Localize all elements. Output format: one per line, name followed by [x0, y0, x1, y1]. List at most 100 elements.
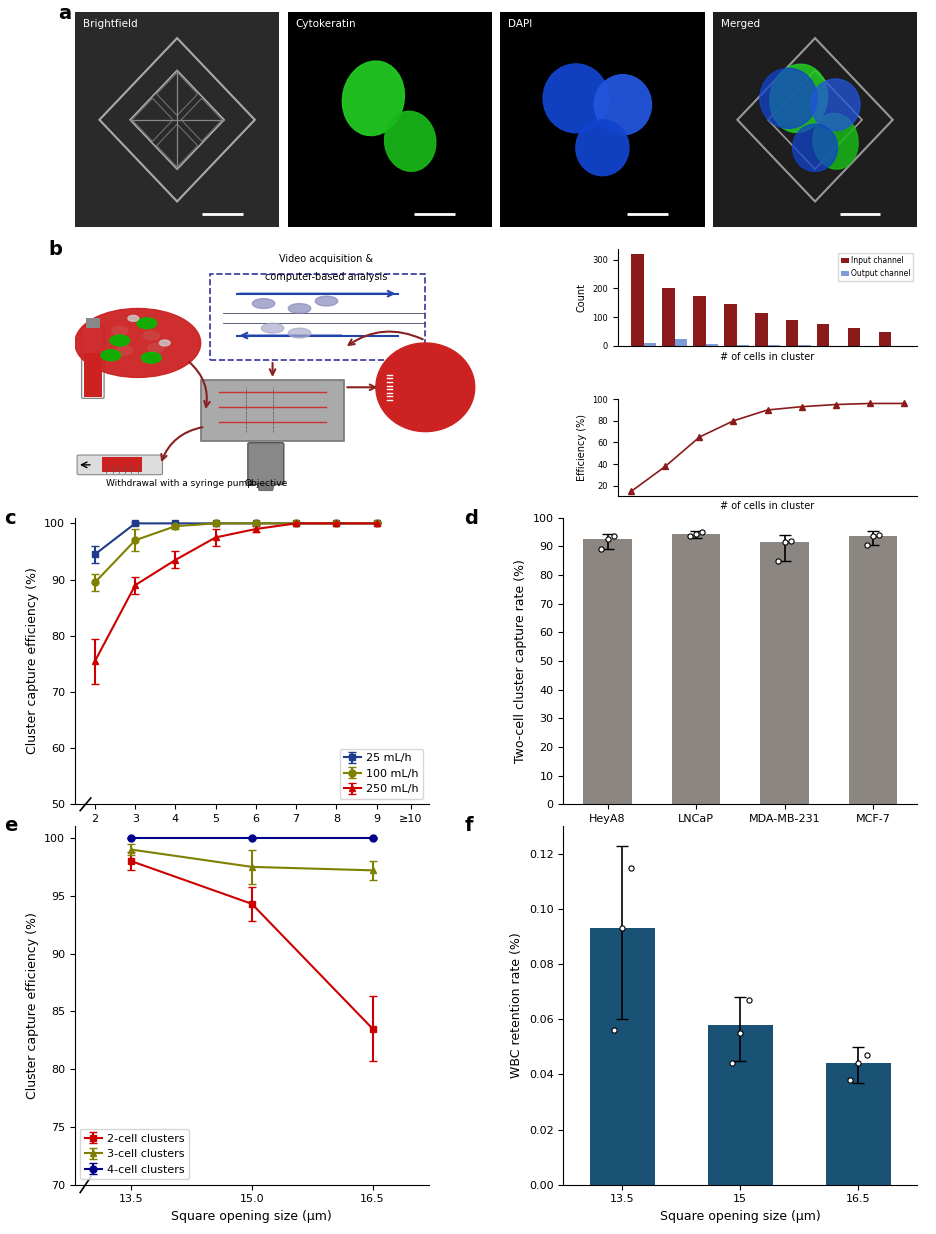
Bar: [200, 380, 344, 442]
Bar: [632, 254, 644, 346]
Circle shape: [576, 120, 629, 175]
FancyBboxPatch shape: [210, 274, 425, 360]
Y-axis label: Cluster capture efficiency (%): Cluster capture efficiency (%): [25, 568, 38, 754]
Point: [741, 990, 756, 1009]
Point: [733, 1023, 748, 1043]
Point: [689, 523, 704, 543]
Legend: 25 mL/h, 100 mL/h, 250 mL/h: 25 mL/h, 100 mL/h, 250 mL/h: [340, 749, 423, 798]
Legend: Input channel, Output channel: Input channel, Output channel: [838, 253, 914, 281]
X-axis label: # of cells in cluster: # of cells in cluster: [721, 352, 814, 362]
Point: [695, 522, 709, 542]
Circle shape: [760, 68, 817, 128]
Text: Video acquisition &: Video acquisition &: [280, 254, 373, 264]
Point: [783, 531, 798, 550]
Ellipse shape: [315, 296, 338, 306]
Circle shape: [811, 79, 860, 131]
Circle shape: [543, 64, 608, 133]
X-axis label: # of cells in cluster: # of cells in cluster: [721, 501, 814, 511]
Y-axis label: Two-cell cluster capture rate (%): Two-cell cluster capture rate (%): [514, 559, 527, 763]
Text: Objective: Objective: [244, 479, 287, 489]
Bar: [102, 458, 142, 473]
Y-axis label: Count: Count: [577, 283, 587, 312]
Bar: [826, 1064, 891, 1185]
Circle shape: [137, 318, 156, 328]
Text: a: a: [59, 4, 72, 22]
Circle shape: [148, 343, 164, 353]
Bar: [694, 296, 706, 346]
Point: [607, 527, 622, 547]
Bar: [786, 320, 798, 346]
Circle shape: [128, 316, 139, 321]
Point: [682, 527, 697, 547]
Point: [859, 1045, 874, 1065]
Ellipse shape: [261, 323, 284, 333]
Ellipse shape: [385, 111, 436, 172]
Text: b: b: [48, 239, 62, 259]
Text: DAPI: DAPI: [508, 19, 533, 28]
Bar: [879, 332, 891, 346]
Text: computer-based analysis: computer-based analysis: [265, 271, 388, 281]
Point: [623, 858, 638, 877]
Circle shape: [110, 336, 130, 346]
X-axis label: Square opening size (μm): Square opening size (μm): [660, 1209, 821, 1223]
Text: Cytokeratin: Cytokeratin: [296, 19, 357, 28]
Point: [866, 527, 881, 547]
Ellipse shape: [253, 299, 275, 308]
Circle shape: [793, 125, 838, 172]
Bar: [86, 318, 99, 328]
Ellipse shape: [343, 60, 404, 136]
Bar: [708, 1024, 773, 1185]
Text: e: e: [4, 816, 18, 834]
FancyBboxPatch shape: [248, 443, 284, 485]
Bar: [849, 537, 898, 805]
Ellipse shape: [812, 114, 858, 169]
Point: [615, 918, 630, 938]
Point: [859, 536, 874, 555]
Bar: [724, 305, 737, 346]
Circle shape: [111, 326, 128, 336]
Text: c: c: [4, 510, 16, 528]
Bar: [760, 542, 809, 805]
Point: [851, 1054, 866, 1074]
Bar: [706, 343, 718, 346]
Ellipse shape: [288, 328, 311, 338]
Bar: [675, 339, 687, 346]
Ellipse shape: [769, 64, 827, 132]
X-axis label: Square opening size (μm): Square opening size (μm): [171, 1209, 332, 1223]
Text: f: f: [464, 816, 473, 834]
Bar: [590, 928, 655, 1185]
Bar: [583, 539, 632, 805]
Point: [777, 532, 792, 552]
Legend: 2-cell clusters, 3-cell clusters, 4-cell clusters: 2-cell clusters, 3-cell clusters, 4-cell…: [80, 1129, 189, 1178]
Polygon shape: [256, 484, 275, 491]
Circle shape: [594, 75, 651, 135]
Ellipse shape: [376, 343, 475, 432]
Circle shape: [159, 341, 170, 346]
Point: [724, 1054, 739, 1074]
FancyBboxPatch shape: [77, 455, 163, 475]
Circle shape: [143, 331, 159, 341]
Y-axis label: Efficiency (%): Efficiency (%): [577, 413, 587, 481]
Circle shape: [116, 346, 132, 355]
Text: d: d: [464, 510, 478, 528]
Point: [842, 1070, 857, 1090]
Point: [871, 526, 886, 545]
Point: [607, 1021, 622, 1040]
Bar: [817, 325, 829, 346]
Bar: [755, 313, 768, 346]
Y-axis label: Cluster capture efficiency (%): Cluster capture efficiency (%): [25, 912, 38, 1099]
Bar: [737, 344, 749, 346]
Text: Merged: Merged: [721, 19, 760, 28]
Bar: [663, 289, 675, 346]
Text: Withdrawal with a syringe pump: Withdrawal with a syringe pump: [107, 479, 254, 489]
Circle shape: [75, 308, 200, 378]
Bar: [84, 353, 102, 397]
Bar: [848, 328, 860, 346]
Y-axis label: WBC retention rate (%): WBC retention rate (%): [510, 933, 523, 1079]
Circle shape: [141, 353, 161, 363]
Point: [594, 539, 609, 559]
Ellipse shape: [288, 304, 311, 313]
Circle shape: [101, 350, 121, 360]
Point: [771, 550, 786, 570]
Bar: [672, 533, 721, 805]
